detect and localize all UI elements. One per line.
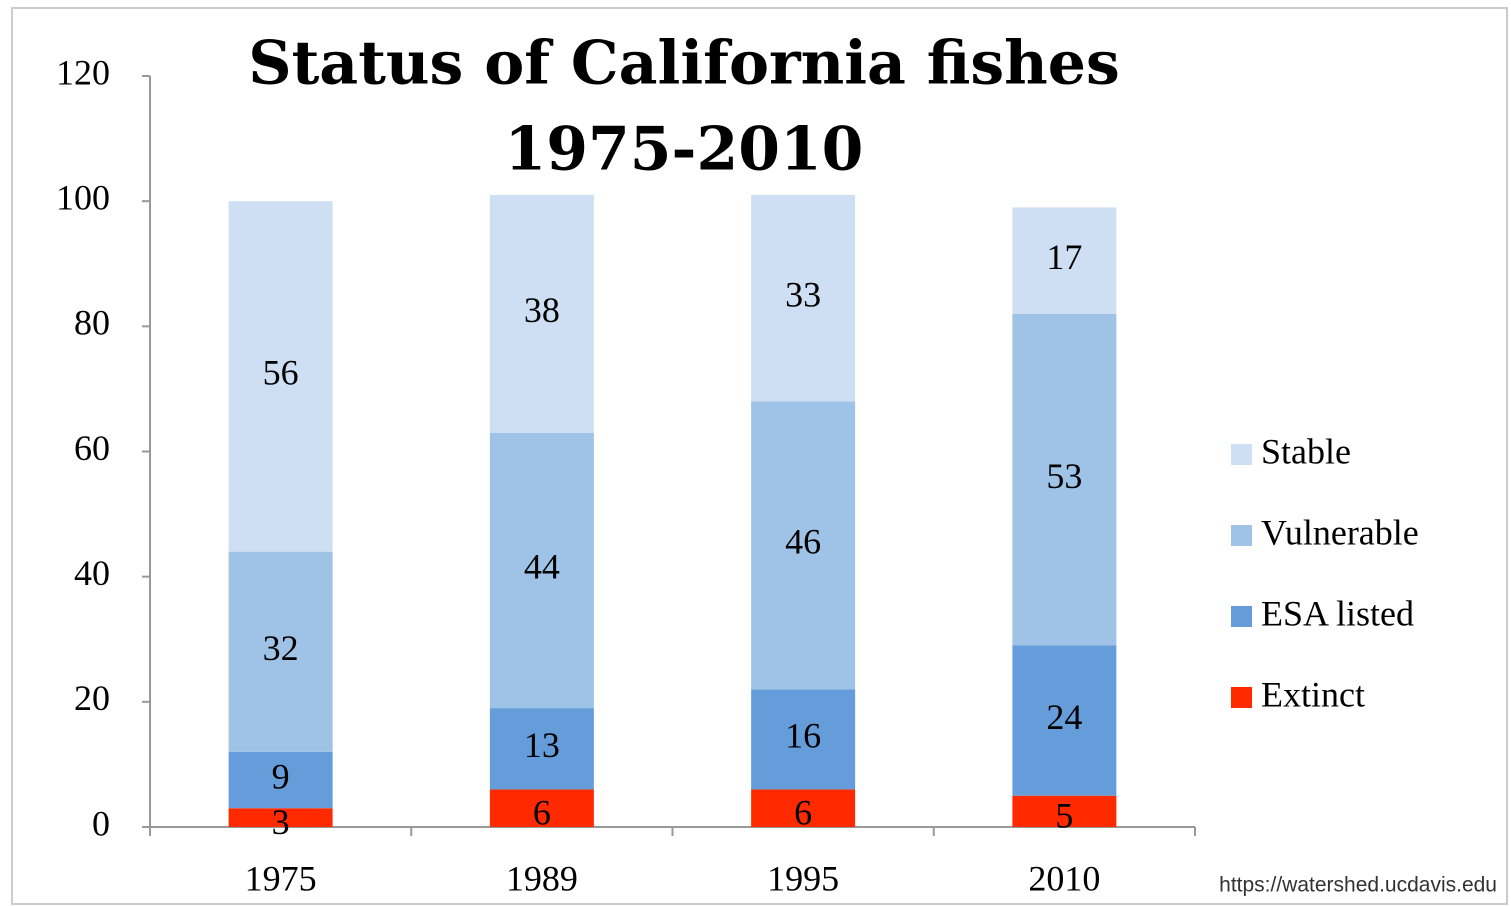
- data-label: 32: [263, 628, 299, 668]
- chart-title: Status of California fishes: [248, 29, 1119, 99]
- data-label: 46: [785, 522, 821, 562]
- bar-segment: [1012, 313, 1117, 646]
- x-tick-label: 1995: [767, 858, 839, 898]
- legend-swatch: [1231, 687, 1252, 708]
- legend-swatch: [1231, 525, 1252, 546]
- data-label: 6: [533, 792, 551, 832]
- bar-segment: [1012, 645, 1117, 796]
- y-tick-label: 120: [56, 52, 110, 92]
- bar-segment: [228, 201, 333, 552]
- bar-segment: [228, 551, 333, 752]
- data-label: 33: [785, 274, 821, 314]
- bar-segment: [751, 194, 856, 402]
- data-label: 38: [524, 290, 560, 330]
- x-tick-label: 1989: [506, 858, 578, 898]
- data-label: 16: [785, 716, 821, 756]
- data-label: 6: [794, 792, 812, 832]
- y-tick-label: 80: [74, 303, 110, 343]
- bar-segment: [1012, 795, 1117, 827]
- legend-swatch: [1231, 606, 1252, 627]
- data-label: 17: [1046, 237, 1082, 277]
- data-label: 3: [272, 802, 290, 842]
- bar-segment: [751, 689, 856, 790]
- y-tick-label: 20: [74, 678, 110, 718]
- frame: [11, 7, 1508, 905]
- bar-segment: [489, 194, 594, 433]
- bar-segment: [751, 789, 856, 827]
- data-label: 5: [1055, 796, 1073, 836]
- y-tick-label: 100: [56, 177, 110, 217]
- bar-segment: [1012, 207, 1117, 314]
- legend-label: Stable: [1261, 431, 1351, 471]
- bar-segment: [751, 401, 856, 690]
- y-tick-label: 0: [92, 803, 110, 843]
- bar-segment: [489, 708, 594, 790]
- legend-label: ESA listed: [1261, 593, 1414, 633]
- bar-segment: [489, 432, 594, 709]
- x-tick-label: 1975: [245, 858, 317, 898]
- data-label: 44: [524, 547, 560, 587]
- legend-swatch: [1231, 444, 1252, 465]
- source: https://watershed.ucdavis.edu: [1219, 874, 1497, 897]
- chart-subtitle: 1975-2010: [505, 115, 864, 185]
- data-label: 13: [524, 725, 560, 765]
- bar-segment: [228, 808, 333, 827]
- y-tick-label: 60: [74, 428, 110, 468]
- data-label: 53: [1046, 456, 1082, 496]
- data-label: 9: [272, 756, 290, 796]
- x-tick-label: 2010: [1028, 858, 1100, 898]
- data-label: 56: [263, 353, 299, 393]
- data-label: 24: [1046, 697, 1082, 737]
- legend-label: Extinct: [1261, 674, 1365, 714]
- y-tick-label: 40: [74, 553, 110, 593]
- bar-segment: [489, 789, 594, 827]
- bar-segment: [228, 751, 333, 809]
- legend-label: Vulnerable: [1261, 512, 1419, 552]
